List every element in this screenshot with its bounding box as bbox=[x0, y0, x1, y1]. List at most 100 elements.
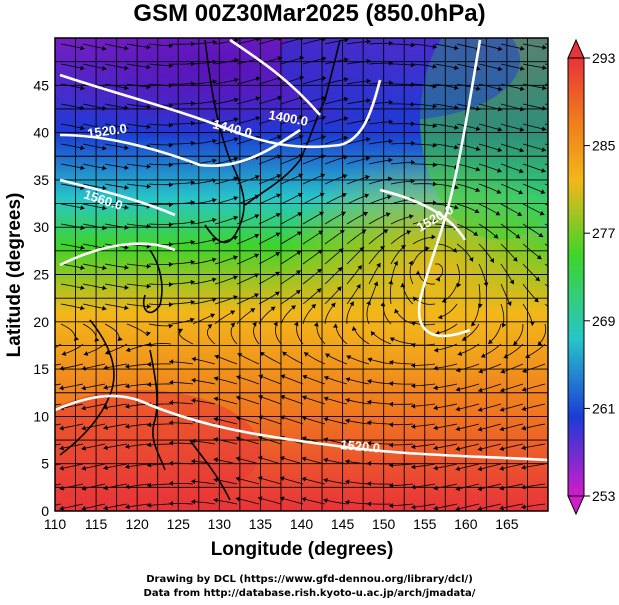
streamline-arrow bbox=[560, 294, 565, 298]
streamline-arrow bbox=[367, 379, 372, 384]
streamline bbox=[170, 281, 195, 285]
streamline-arrow bbox=[410, 62, 415, 68]
streamline bbox=[148, 43, 173, 47]
streamline-arrow bbox=[168, 122, 173, 128]
streamline-arrow bbox=[103, 405, 108, 410]
streamline bbox=[522, 283, 539, 303]
streamline-arrow bbox=[454, 144, 459, 150]
streamline-arrow bbox=[388, 40, 393, 46]
streamline-arrow bbox=[337, 267, 343, 272]
streamline bbox=[279, 497, 304, 505]
x-tick-label: 135 bbox=[249, 516, 273, 532]
streamline-arrow bbox=[521, 445, 526, 451]
streamline bbox=[499, 463, 524, 470]
streamline-arrow bbox=[320, 173, 325, 179]
streamline bbox=[60, 103, 85, 109]
streamline-arrow bbox=[124, 65, 129, 71]
streamline bbox=[82, 43, 107, 50]
streamline-arrow bbox=[124, 85, 129, 91]
streamline-arrow bbox=[542, 105, 547, 111]
streamline-arrow bbox=[254, 293, 259, 298]
streamline bbox=[477, 403, 502, 411]
streamline-arrow bbox=[477, 506, 483, 511]
streamline-arrow bbox=[80, 125, 85, 131]
streamline-arrow bbox=[454, 124, 459, 130]
streamline-arrow bbox=[346, 355, 352, 360]
streamline bbox=[346, 246, 365, 265]
streamline bbox=[500, 183, 524, 195]
streamline-arrow bbox=[432, 162, 437, 168]
streamline-arrow bbox=[275, 252, 280, 257]
streamline-arrow bbox=[213, 477, 218, 483]
streamline-arrow bbox=[512, 256, 518, 262]
streamline-arrow bbox=[565, 44, 569, 49]
streamline-arrow bbox=[342, 174, 348, 179]
streamline-arrow bbox=[434, 347, 439, 353]
streamline-arrow bbox=[521, 425, 526, 431]
streamline bbox=[258, 135, 282, 145]
streamline-arrow bbox=[59, 385, 64, 391]
x-axis-ticks: 110 115 120 125 130 135 140 145 150 155 160 165 bbox=[44, 516, 519, 532]
streamline bbox=[456, 223, 479, 237]
streamline-arrow bbox=[124, 284, 129, 290]
streamline-arrow bbox=[212, 198, 217, 203]
streamline bbox=[434, 123, 459, 129]
streamline bbox=[280, 416, 304, 425]
streamline-arrow bbox=[452, 247, 457, 253]
streamline-arrow bbox=[295, 290, 301, 295]
streamline bbox=[522, 223, 544, 238]
streamline bbox=[236, 97, 261, 105]
x-tick-label: 125 bbox=[167, 516, 191, 532]
streamline-arrow bbox=[210, 313, 215, 318]
streamline bbox=[302, 230, 324, 245]
streamline-arrow bbox=[124, 45, 129, 51]
streamline-arrow bbox=[168, 262, 173, 267]
streamline bbox=[236, 273, 259, 285]
streamline-arrow bbox=[388, 157, 393, 163]
streamline-arrow bbox=[230, 322, 235, 328]
streamline-arrow bbox=[323, 457, 328, 463]
streamline-arrow bbox=[146, 64, 151, 70]
streamline-arrow bbox=[560, 273, 565, 278]
x-tick-label: 155 bbox=[413, 516, 437, 532]
streamline-arrow bbox=[513, 340, 518, 346]
streamline bbox=[323, 397, 348, 405]
streamline bbox=[456, 163, 481, 171]
streamline bbox=[346, 99, 371, 105]
streamline-arrow bbox=[233, 295, 238, 300]
streamline bbox=[236, 38, 261, 45]
streamline-arrow bbox=[406, 230, 411, 235]
streamline-arrow bbox=[495, 211, 501, 216]
streamline-arrow bbox=[124, 305, 129, 311]
streamline-arrow bbox=[273, 321, 278, 327]
streamline-arrow bbox=[168, 242, 173, 247]
streamline-arrow bbox=[393, 261, 398, 266]
streamline bbox=[280, 96, 304, 105]
streamline-arrow bbox=[383, 229, 389, 234]
streamline bbox=[59, 363, 84, 370]
colorbar-top-arrow bbox=[567, 38, 585, 59]
streamline bbox=[500, 163, 524, 173]
streamline bbox=[302, 192, 325, 205]
streamline-arrow bbox=[562, 231, 567, 236]
streamline bbox=[126, 103, 151, 108]
streamline-arrow bbox=[432, 218, 437, 224]
streamline-arrow bbox=[169, 480, 174, 486]
streamline-arrow bbox=[81, 445, 86, 451]
streamline-arrow bbox=[410, 159, 415, 165]
streamline-arrow bbox=[190, 101, 195, 106]
streamline-arrow bbox=[477, 426, 483, 432]
streamline-arrow bbox=[433, 425, 438, 431]
streamline-arrow bbox=[557, 317, 561, 322]
streamline-arrow bbox=[367, 420, 372, 426]
streamline-arrow bbox=[213, 396, 219, 402]
streamline-arrow bbox=[146, 104, 151, 110]
streamline-arrow bbox=[321, 95, 326, 101]
streamline-arrow bbox=[190, 259, 195, 265]
streamline bbox=[434, 243, 458, 253]
streamline-arrow bbox=[124, 264, 129, 270]
streamline bbox=[409, 260, 414, 285]
streamline-arrow bbox=[233, 117, 239, 123]
streamline-arrow bbox=[345, 418, 350, 424]
streamline-arrow bbox=[212, 79, 217, 85]
